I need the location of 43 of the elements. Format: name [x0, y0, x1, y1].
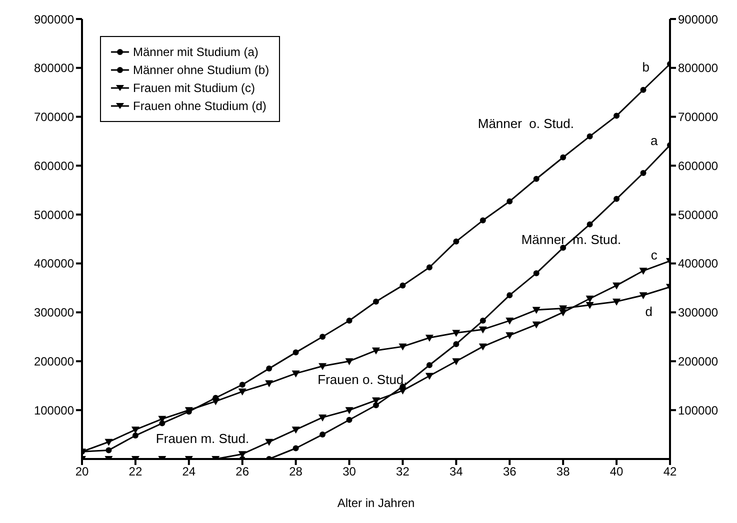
- x-tick-label: 22: [128, 464, 142, 479]
- x-tick-label: 20: [75, 464, 89, 479]
- legend-label: Frauen ohne Studium (d): [133, 98, 266, 115]
- y-tick-label: 400000: [34, 256, 74, 271]
- y-tick-label: 200000: [34, 354, 74, 368]
- x-tick-label: 24: [182, 464, 196, 479]
- y2-tick-label: 900000: [678, 12, 718, 26]
- annotation: d: [645, 304, 652, 319]
- x-tick-label: 38: [556, 464, 570, 479]
- y2-tick-label: 100000: [678, 403, 718, 418]
- annotation: Männer o. Stud.: [478, 116, 574, 132]
- x-tick-label: 36: [502, 464, 517, 479]
- y-tick-label: 300000: [34, 306, 74, 320]
- y-tick-label: 600000: [34, 158, 74, 173]
- annotation: b: [642, 59, 650, 74]
- x-tick-label: 26: [236, 464, 250, 479]
- x-tick-label: 42: [663, 464, 677, 479]
- x-tick-label: 30: [342, 464, 356, 479]
- x-tick-label: 34: [450, 464, 464, 479]
- x-tick-label: 32: [396, 464, 410, 479]
- annotation: c: [650, 248, 658, 263]
- legend-label: Männer mit Studium (a): [133, 44, 258, 61]
- x-axis-title: Alter in Jahren: [337, 496, 415, 510]
- x-tick-label: 40: [610, 464, 624, 479]
- y2-tick-label: 200000: [678, 354, 718, 368]
- y2-tick-label: 300000: [678, 306, 718, 320]
- annotation: Männer m. Stud.: [521, 232, 622, 247]
- y2-tick-label: 400000: [678, 256, 718, 271]
- y-tick-label: 800000: [34, 61, 74, 76]
- legend-label: Frauen mit Studium (c): [133, 80, 256, 97]
- y2-tick-label: 800000: [678, 61, 718, 76]
- y2-tick-label: 700000: [678, 110, 718, 124]
- annotation: Frauen o. Stud.: [318, 372, 408, 388]
- annotation: Frauen m. Stud.: [156, 431, 250, 446]
- y-tick-label: 500000: [34, 208, 74, 222]
- annotation: a: [650, 132, 659, 148]
- legend-label: Männer ohne Studium (b): [133, 62, 270, 79]
- x-tick-label: 28: [289, 464, 303, 479]
- y-tick-label: 100000: [34, 403, 74, 418]
- y2-tick-label: 600000: [678, 158, 718, 173]
- y-tick-label: 700000: [34, 110, 74, 124]
- y2-tick-label: 500000: [678, 208, 718, 222]
- y-tick-label: 900000: [34, 12, 74, 26]
